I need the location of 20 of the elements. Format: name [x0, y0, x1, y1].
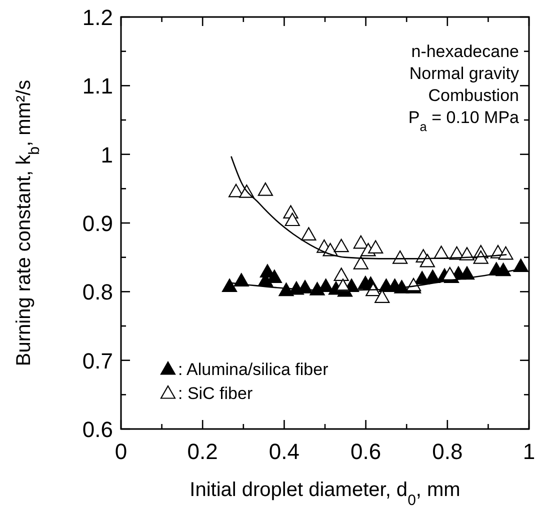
x-tick-label: 0.2 [187, 439, 218, 464]
x-tick-label: 1 [522, 439, 536, 464]
y-tick-label: 0.8 [82, 280, 113, 305]
annotation: P$_{a}$ = 0.10 MPa [408, 108, 520, 134]
y-tick-label: 1.1 [82, 74, 113, 99]
y-tick-label: 1 [100, 142, 113, 168]
annotation: n-hexadecane [411, 42, 519, 61]
x-tick-label: 0.8 [432, 439, 463, 464]
x-axis-title: Initial droplet diameter, d$_{0}$, mm [190, 479, 460, 508]
x-tick-label: 0 [114, 439, 128, 464]
x-tick-label: 0.4 [268, 439, 300, 464]
legend-label: : Alumina/silica fiber [178, 360, 329, 379]
annotation: Combustion [428, 86, 519, 105]
y-tick-label: 0.6 [82, 417, 113, 442]
y-tick-label: 0.9 [82, 211, 113, 236]
x-tick-label: 0.6 [350, 439, 382, 464]
y-tick-label: 1.2 [82, 5, 113, 30]
y-tick-label: 0.7 [82, 348, 113, 374]
annotation: Normal gravity [409, 64, 520, 83]
legend-label: : SiC fiber [178, 384, 253, 403]
